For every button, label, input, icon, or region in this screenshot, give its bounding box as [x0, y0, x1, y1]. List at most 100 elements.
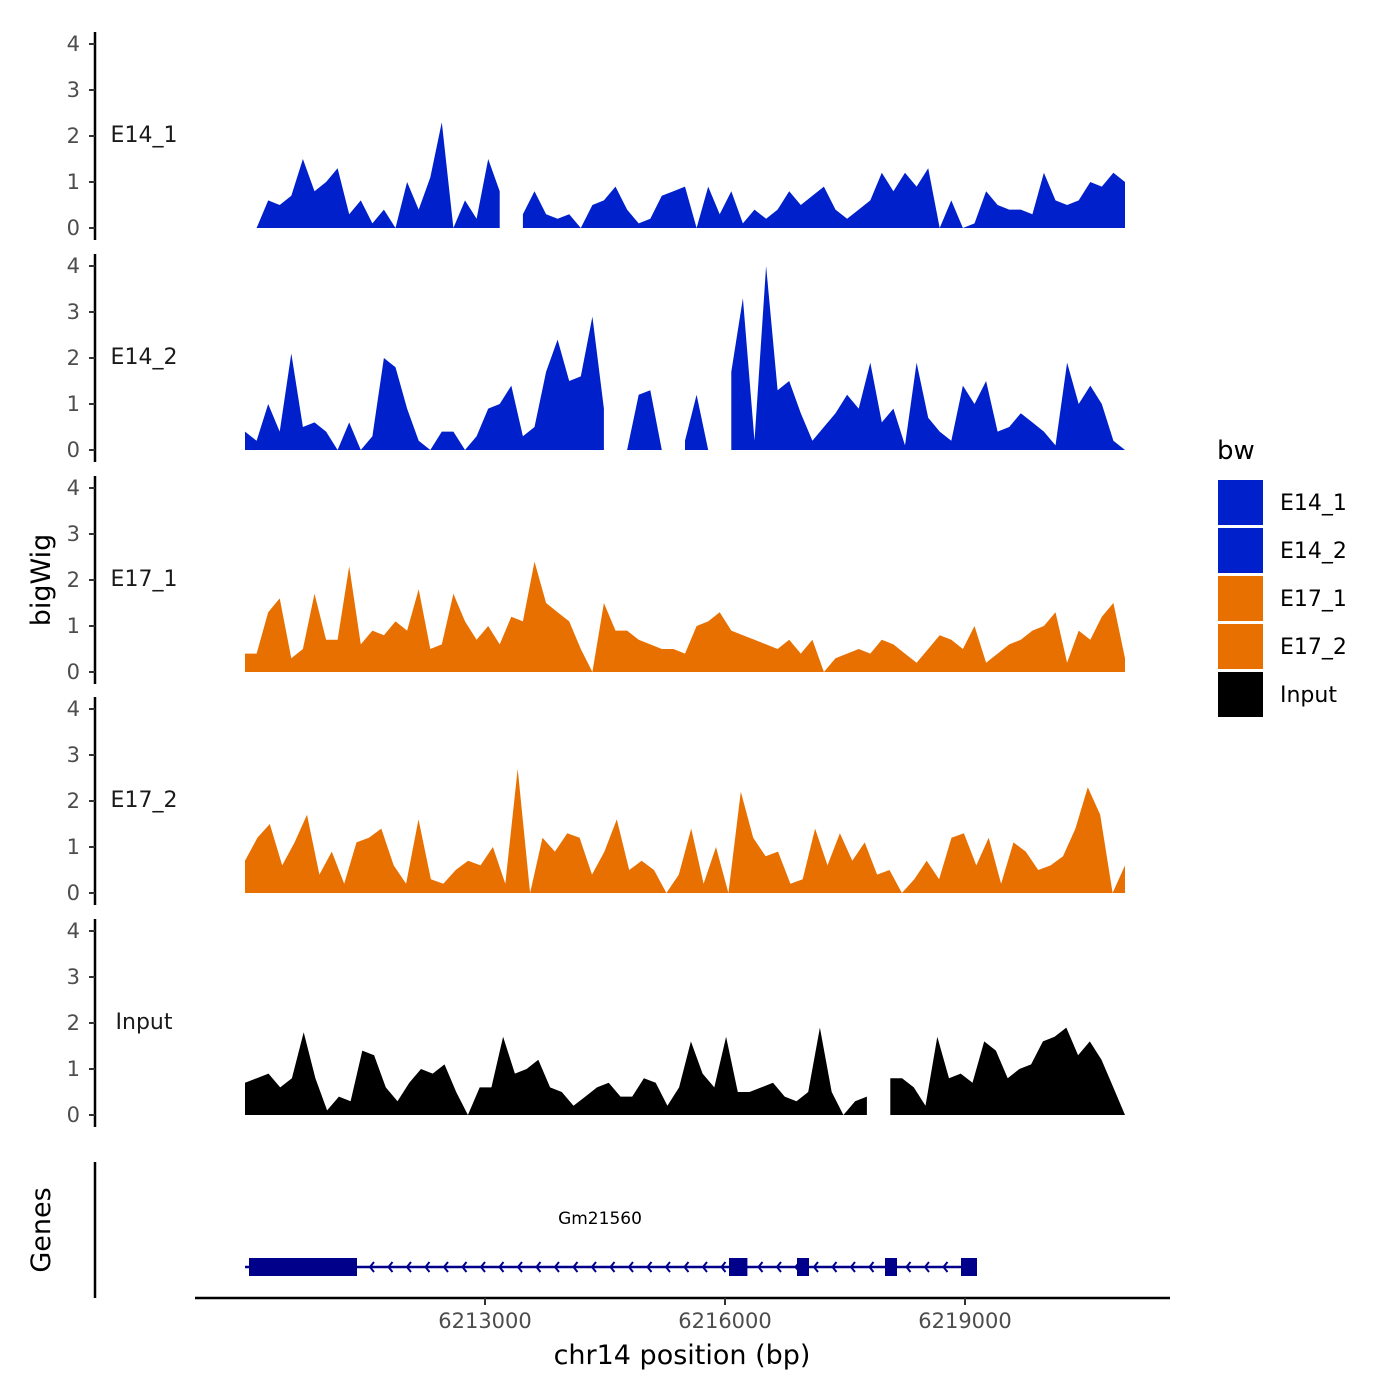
genes-panel: Genes Gm21560	[26, 1162, 977, 1298]
y-tick-label: 4	[67, 919, 80, 943]
coverage-area-E14_2	[685, 394, 709, 450]
x-ticks: 6213000 6216000 6219000	[438, 1298, 1012, 1333]
legend-items: E14_1 E14_2 E17_1 E17_2 Input	[1218, 480, 1347, 717]
y-tick-label: 3	[67, 300, 80, 324]
x-tick-label: 6219000	[918, 1309, 1012, 1333]
y-tick-label: 2	[67, 789, 80, 813]
legend-label: E14_1	[1280, 491, 1347, 516]
coverage-area-E14_2	[245, 316, 604, 450]
y-tick-label: 4	[67, 32, 80, 56]
y-tick-label: 2	[67, 124, 80, 148]
genes-axis-title: Genes	[26, 1187, 57, 1272]
track-E14_2: 0 1 2 3 4 E14_2	[67, 254, 1125, 462]
legend-swatch-E14_2	[1218, 528, 1263, 573]
strand-arrow	[831, 1261, 838, 1273]
legend-label: E17_2	[1280, 635, 1347, 660]
legend-swatch-E17_2	[1218, 624, 1263, 669]
y-tick-label: 1	[67, 614, 80, 638]
x-axis-title: chr14 position (bp)	[554, 1340, 811, 1371]
coverage-area-E14_1	[522, 168, 1125, 228]
track-E14_1: 0 1 2 3 4 E14_1	[67, 32, 1125, 240]
y-tick-label: 0	[67, 438, 80, 462]
legend-label: E14_2	[1280, 539, 1347, 564]
strand-arrow	[775, 1261, 782, 1273]
y-tick-label: 4	[67, 697, 80, 721]
legend-swatch-E14_1	[1218, 480, 1263, 525]
strand-arrow	[535, 1261, 542, 1273]
coverage-area-E14_1	[256, 122, 500, 228]
strand-arrow	[942, 1261, 949, 1273]
strand-arrow	[442, 1261, 449, 1273]
coverage-area-E14_2	[627, 390, 662, 450]
gene-exon	[885, 1258, 897, 1276]
y-tick-label: 0	[67, 660, 80, 684]
track-label: E17_2	[111, 788, 178, 813]
track-Input: 0 1 2 3 4 Input	[67, 919, 1125, 1127]
gene-exon	[249, 1258, 357, 1276]
legend-swatch-Input	[1218, 672, 1263, 717]
coverage-area-E17_1	[245, 561, 1125, 672]
x-tick-label: 6216000	[678, 1309, 772, 1333]
legend: bw E14_1 E14_2 E17_1 E17_2 Input	[1217, 436, 1347, 717]
y-tick-label: 0	[67, 881, 80, 905]
strand-arrow	[368, 1261, 375, 1273]
gene-name-label: Gm21560	[558, 1209, 642, 1229]
legend-swatch-E17_1	[1218, 576, 1263, 621]
track-label: E14_2	[111, 345, 178, 370]
y-tick-label: 2	[67, 568, 80, 592]
strand-arrow	[424, 1261, 431, 1273]
legend-title: bw	[1217, 436, 1255, 466]
y-tick-label: 3	[67, 522, 80, 546]
strand-arrow	[387, 1261, 394, 1273]
x-tick-label: 6213000	[438, 1309, 532, 1333]
strand-arrow	[590, 1261, 597, 1273]
strand-arrow	[849, 1261, 856, 1273]
y-tick-label: 2	[67, 346, 80, 370]
gene-exon	[797, 1258, 809, 1276]
strand-arrow	[923, 1261, 930, 1273]
strand-arrow	[553, 1261, 560, 1273]
strand-arrow	[701, 1261, 708, 1273]
strand-arrow	[812, 1261, 819, 1273]
y-tick-label: 4	[67, 476, 80, 500]
coverage-area-E17_2	[245, 768, 1125, 893]
y-axis-title: bigWig	[26, 534, 57, 627]
track-E17_1: 0 1 2 3 4 E17_1	[67, 476, 1125, 684]
strand-arrow	[664, 1261, 671, 1273]
coverage-tracks: 0 1 2 3 4 E14_1 0 1 2 3 4 E14_2 0 1 2 3 4 E17_1 0 1 2 3 4 E17_2…	[67, 32, 1125, 1127]
y-tick-label: 3	[67, 743, 80, 767]
gene-exon	[729, 1258, 748, 1276]
gene-model	[245, 1258, 977, 1276]
strand-arrow	[572, 1261, 579, 1273]
strand-arrow	[405, 1261, 412, 1273]
strand-arrow	[516, 1261, 523, 1273]
gene-exon	[961, 1258, 977, 1276]
strand-arrow	[683, 1261, 690, 1273]
y-tick-label: 4	[67, 254, 80, 278]
y-tick-label: 1	[67, 1057, 80, 1081]
y-tick-label: 3	[67, 965, 80, 989]
y-tick-label: 0	[67, 216, 80, 240]
strand-arrow	[757, 1261, 764, 1273]
y-tick-label: 0	[67, 1103, 80, 1127]
coverage-area-E14_2	[731, 266, 1125, 450]
strand-arrow	[720, 1261, 727, 1273]
y-tick-label: 1	[67, 170, 80, 194]
x-axis: 6213000 6216000 6219000 chr14 position (bp…	[195, 1296, 1170, 1371]
legend-label: Input	[1280, 683, 1337, 708]
strand-arrow	[461, 1261, 468, 1273]
legend-label: E17_1	[1280, 587, 1347, 612]
y-tick-label: 2	[67, 1011, 80, 1035]
track-E17_2: 0 1 2 3 4 E17_2	[67, 697, 1125, 905]
y-tick-label: 3	[67, 78, 80, 102]
coverage-area-Input	[245, 1027, 867, 1115]
strand-arrow	[479, 1261, 486, 1273]
coverage-area-Input	[890, 1027, 1125, 1115]
strand-arrow	[905, 1261, 912, 1273]
track-label: E17_1	[111, 567, 178, 592]
y-tick-label: 1	[67, 835, 80, 859]
strand-arrow	[498, 1261, 505, 1273]
strand-arrow	[609, 1261, 616, 1273]
strand-arrow	[627, 1261, 634, 1273]
